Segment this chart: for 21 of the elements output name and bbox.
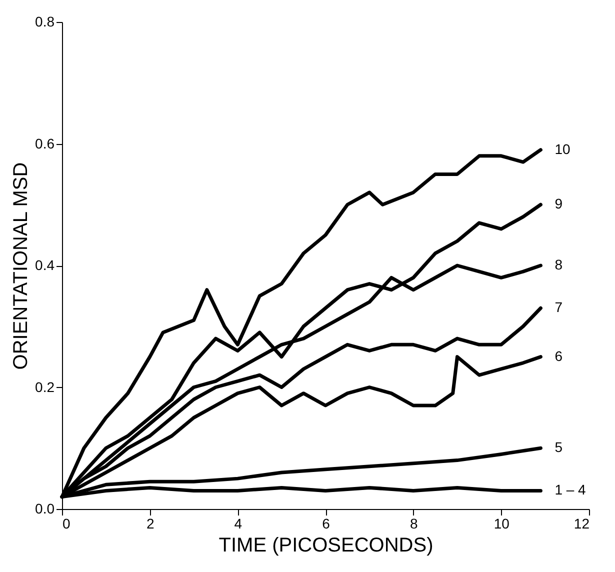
series-label: 10 bbox=[554, 140, 570, 157]
x-tick-label: 6 bbox=[322, 516, 330, 532]
series-label: 7 bbox=[554, 299, 563, 316]
x-tick-label: 0 bbox=[62, 516, 70, 532]
y-axis-title: ORIENTATIONAL MSD bbox=[10, 162, 32, 370]
x-tick-label: 2 bbox=[146, 516, 154, 532]
series-label: 9 bbox=[554, 196, 563, 212]
x-tick-label: 8 bbox=[410, 516, 418, 532]
x-axis-title: TIME (PICOSECONDS) bbox=[218, 534, 434, 556]
x-tick-label: 12 bbox=[574, 516, 590, 532]
series-label: 6 bbox=[554, 348, 563, 364]
series-label: 1 – 4 bbox=[554, 482, 586, 498]
series-label: 8 bbox=[554, 256, 563, 272]
y-tick-label: 0.0 bbox=[35, 500, 55, 516]
x-tick-label: 10 bbox=[494, 516, 510, 532]
y-tick-label: 0.8 bbox=[35, 14, 55, 30]
y-tick-label: 0.6 bbox=[35, 135, 55, 152]
y-tick-label: 0.2 bbox=[35, 378, 55, 395]
x-tick-label: 4 bbox=[234, 516, 242, 532]
y-tick-label: 0.4 bbox=[35, 257, 55, 273]
series-label: 5 bbox=[554, 439, 563, 456]
